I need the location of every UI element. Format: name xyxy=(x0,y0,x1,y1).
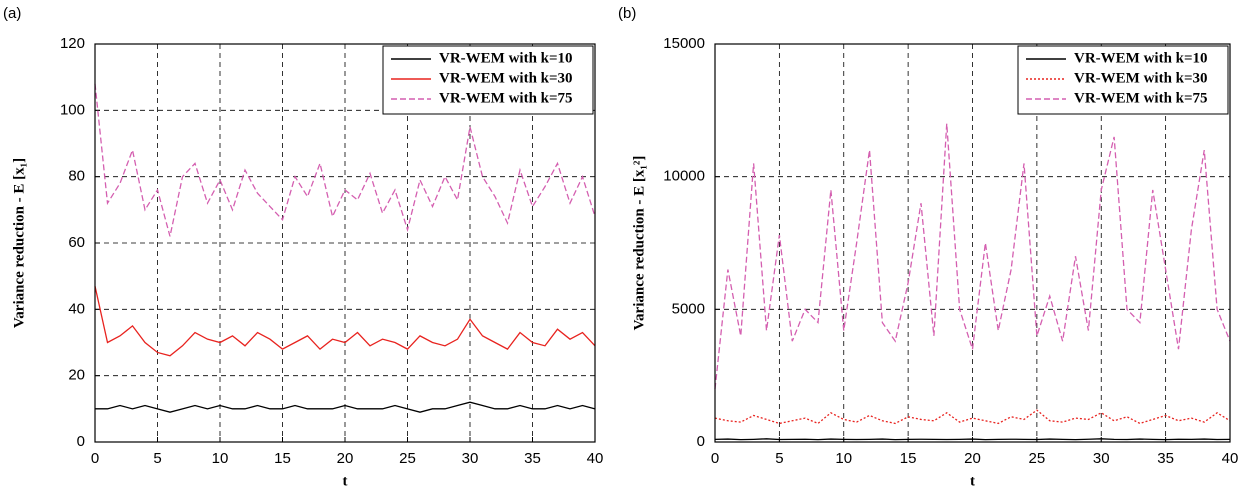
plot-frame xyxy=(714,43,1231,443)
line xyxy=(714,438,1231,441)
y-tick-label: 80 xyxy=(68,168,85,185)
legend-label: VR-WEM with k=30 xyxy=(1074,70,1208,86)
panel-label: (b) xyxy=(618,5,636,22)
y-tick-label: 10000 xyxy=(663,168,705,185)
x-tick-label: 30 xyxy=(462,450,479,467)
x-tick-label: 40 xyxy=(587,450,604,467)
line xyxy=(714,123,1231,390)
y-tick-label: 20 xyxy=(68,367,85,384)
legend-label: VR-WEM with k=10 xyxy=(439,50,573,66)
x-tick-label: 0 xyxy=(711,450,719,467)
line xyxy=(94,285,596,357)
x-tick-label: 25 xyxy=(1029,450,1046,467)
x-tick-label: 5 xyxy=(153,450,161,467)
x-tick-label: 20 xyxy=(337,450,354,467)
line xyxy=(94,83,596,237)
y-tick-label: 0 xyxy=(697,433,705,450)
x-axis-label: t xyxy=(343,473,348,489)
x-tick-label: 40 xyxy=(1222,450,1239,467)
x-tick-label: 20 xyxy=(964,450,981,467)
legend-label: VR-WEM with k=30 xyxy=(439,70,573,86)
line xyxy=(714,409,1231,425)
x-tick-label: 10 xyxy=(212,450,229,467)
x-axis-label: t xyxy=(970,473,975,489)
x-tick-label: 10 xyxy=(835,450,852,467)
y-tick-label: 5000 xyxy=(672,300,705,317)
y-tick-label: 100 xyxy=(60,101,85,118)
x-tick-label: 35 xyxy=(1157,450,1174,467)
panel-label: (a) xyxy=(3,5,21,22)
line xyxy=(95,401,596,413)
y-tick-label: 15000 xyxy=(663,35,705,52)
x-tick-label: 5 xyxy=(775,450,783,467)
y-tick-label: 0 xyxy=(77,433,85,450)
legend-label: VR-WEM with k=75 xyxy=(439,90,573,106)
x-tick-label: 30 xyxy=(1093,450,1110,467)
y-tick-label: 40 xyxy=(68,300,85,317)
legend-label: VR-WEM with k=10 xyxy=(1074,50,1208,66)
legend-box xyxy=(382,45,594,115)
x-tick-label: 15 xyxy=(274,450,291,467)
x-tick-label: 15 xyxy=(900,450,917,467)
x-tick-label: 35 xyxy=(524,450,541,467)
x-tick-label: 0 xyxy=(91,450,99,467)
legend-label: VR-WEM with k=75 xyxy=(1074,90,1208,106)
y-tick-label: 120 xyxy=(60,35,85,52)
plot-frame xyxy=(94,43,596,443)
x-tick-label: 25 xyxy=(399,450,416,467)
y-tick-label: 60 xyxy=(68,234,85,251)
y-axis-label: Variance reduction - E [x₁] xyxy=(11,158,27,328)
legend-box xyxy=(1017,45,1229,115)
y-axis-label: Variance reduction - E [x₁²] xyxy=(631,156,647,331)
